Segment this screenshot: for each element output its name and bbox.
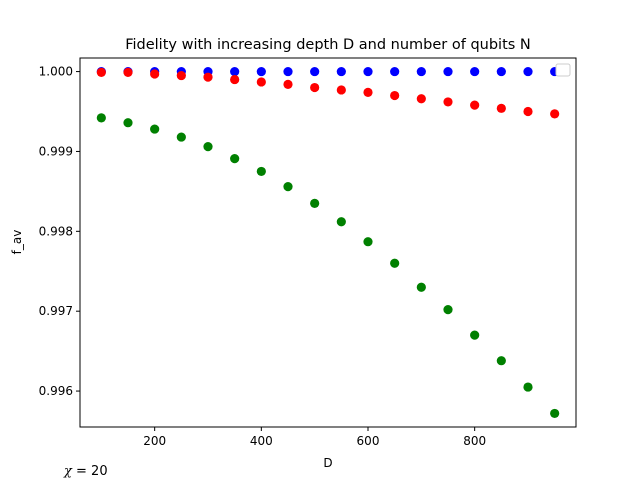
data-point <box>123 118 133 128</box>
data-point <box>523 106 533 117</box>
data-point <box>256 77 266 87</box>
y-tick-label: 0.996 <box>39 384 73 398</box>
y-tick-label: 1.000 <box>39 65 73 79</box>
series-1 <box>96 67 560 119</box>
data-point <box>150 124 160 134</box>
data-point <box>523 66 533 77</box>
legend-box <box>555 63 571 77</box>
x-tick-label: 400 <box>250 434 273 448</box>
chi-value: = 20 <box>72 464 108 479</box>
y-tick-label: 0.999 <box>39 144 73 158</box>
data-point <box>550 408 560 419</box>
chart-title: Fidelity with increasing depth D and num… <box>125 37 531 53</box>
data-point <box>336 217 346 227</box>
data-point <box>390 66 400 77</box>
data-point <box>470 330 480 340</box>
data-point <box>230 66 240 77</box>
x-axis-ticks: 200 400 600 800 <box>143 427 486 448</box>
data-point <box>496 66 506 77</box>
data-point <box>203 72 213 82</box>
data-point <box>230 154 240 164</box>
x-axis-label: D <box>323 456 332 470</box>
data-point <box>416 282 426 292</box>
data-point <box>176 132 186 142</box>
data-point <box>256 66 266 77</box>
plot-area-frame <box>79 57 577 428</box>
data-point <box>496 356 506 366</box>
chi-annotation: χ = 20 <box>63 464 108 479</box>
data-point <box>443 66 453 77</box>
y-axis-label: f_av <box>10 230 24 255</box>
data-point <box>96 113 106 123</box>
series-2 <box>96 113 560 419</box>
data-point <box>256 166 266 177</box>
data-point <box>416 94 426 104</box>
data-point <box>203 142 213 152</box>
data-point <box>363 237 373 247</box>
data-point <box>470 66 480 77</box>
x-tick-label: 200 <box>143 434 166 448</box>
data-point <box>283 66 293 77</box>
data-point <box>230 74 240 85</box>
series-layer <box>96 66 560 419</box>
data-point <box>470 100 480 110</box>
chi-symbol: χ <box>63 464 73 479</box>
data-point <box>416 66 426 77</box>
data-point <box>150 69 160 79</box>
data-point <box>96 67 106 77</box>
data-point <box>310 82 320 93</box>
data-point <box>363 66 373 77</box>
data-point <box>523 382 533 392</box>
data-point <box>283 79 293 89</box>
y-tick-label: 0.998 <box>39 224 73 238</box>
data-point <box>550 109 560 119</box>
data-point <box>283 181 293 192</box>
x-tick-label: 800 <box>463 434 486 448</box>
data-point <box>496 103 506 113</box>
data-point <box>443 97 453 107</box>
data-point <box>443 304 453 315</box>
data-point <box>123 67 133 77</box>
data-point <box>310 198 320 208</box>
data-point <box>363 87 373 97</box>
x-tick-label: 600 <box>357 434 380 448</box>
data-point <box>390 90 400 101</box>
data-point <box>390 258 400 268</box>
data-point <box>310 66 320 77</box>
data-point <box>176 70 186 81</box>
data-point <box>336 66 346 77</box>
data-point <box>336 85 346 95</box>
y-tick-label: 0.997 <box>39 304 73 318</box>
y-axis-ticks: 0.996 0.997 0.998 0.999 1.000 <box>39 65 80 398</box>
